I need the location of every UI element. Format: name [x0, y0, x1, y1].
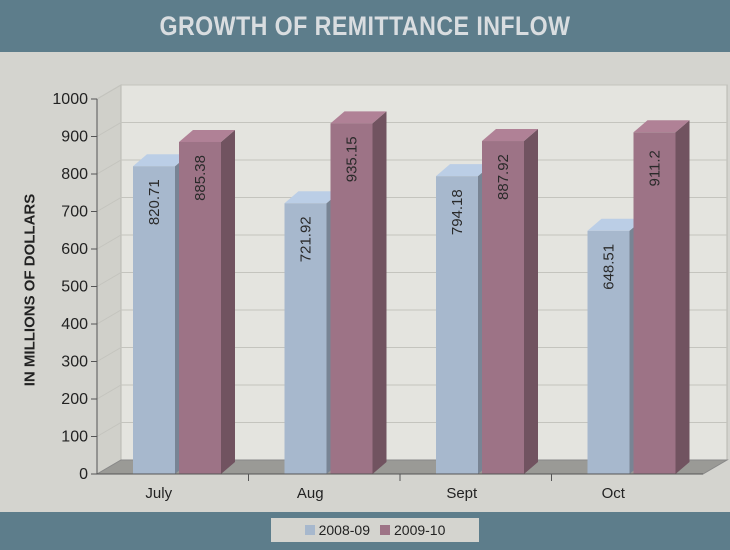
- bar-front: [179, 141, 221, 475]
- bar-top: [436, 164, 492, 177]
- bar-value-label: 648.51: [601, 244, 618, 290]
- bar-front: [330, 123, 373, 474]
- bar-2009-10-Aug: 935.15: [330, 111, 387, 474]
- bar-value-label: 911.2: [647, 150, 664, 186]
- bar-front: [633, 132, 676, 475]
- bar-value-label: 820.71: [146, 179, 163, 225]
- bar-value-label: 887.92: [495, 154, 512, 200]
- legend-item-2009-10: 2009-10: [380, 522, 445, 538]
- bar-top: [133, 154, 189, 167]
- bar-front: [436, 176, 478, 474]
- bar-top: [179, 129, 235, 142]
- bar-top: [587, 218, 644, 231]
- y-tick-label: 700: [61, 204, 88, 221]
- legend-label-2009-10: 2009-10: [394, 522, 446, 538]
- chart-title: GROWTH OF REMITTANCE INFLOW: [159, 10, 571, 41]
- bar-side: [524, 129, 538, 474]
- bar-front: [284, 203, 327, 474]
- bar-side: [675, 120, 690, 475]
- y-tick-label: 500: [61, 279, 88, 296]
- y-axis: 0 100 200 300 400 500 600 700 800 900 1000: [52, 91, 98, 483]
- y-axis-label: IN MILLIONS OF DOLLARS: [21, 193, 39, 387]
- y-tick-label: 0: [79, 466, 88, 483]
- bar-side: [372, 111, 387, 474]
- y-tick-label: 400: [61, 316, 88, 333]
- x-tick-label-Oct: Oct: [602, 485, 626, 502]
- gridline: [96, 84, 727, 100]
- bar-value-label: 721.92: [298, 216, 315, 262]
- x-tick-label-July: July: [145, 485, 172, 502]
- bar-value-label: 885.38: [192, 155, 209, 201]
- legend-item-2008-09: 2008-09: [304, 522, 370, 538]
- bar-2009-10-July: 885.38: [179, 129, 235, 475]
- legend-swatch-2009-10: [380, 525, 390, 535]
- legend-label-2008-09: 2008-09: [318, 522, 370, 538]
- bar-side: [221, 129, 235, 475]
- bar-top: [633, 120, 690, 133]
- y-tick-label: 1000: [52, 91, 88, 108]
- y-tick-label: 300: [61, 354, 88, 371]
- bar-top: [284, 191, 341, 204]
- y-tick-label: 800: [61, 166, 88, 183]
- bar-value-label: 935.15: [344, 136, 361, 182]
- bar-front: [587, 230, 630, 474]
- y-tick-label: 200: [61, 391, 88, 408]
- y-tick-label: 600: [61, 241, 88, 258]
- bar-top: [330, 111, 387, 124]
- bar-front: [482, 141, 524, 474]
- bars: 820.71 885.38 721.92 935.15 794.18 887.92 648.…: [133, 111, 690, 475]
- x-tick-label-Sept: Sept: [446, 485, 478, 502]
- legend: 2008-09 2009-10: [271, 518, 479, 542]
- legend-swatch-2008-09: [304, 525, 315, 535]
- bar-2009-10-Sept: 887.92: [482, 129, 538, 474]
- y-tick-label: 900: [61, 129, 88, 146]
- x-axis: July Aug Sept Oct: [97, 473, 703, 502]
- y-tick-label: 100: [61, 429, 88, 446]
- bar-value-label: 794.18: [449, 189, 466, 235]
- bar-top: [482, 129, 538, 142]
- x-tick-label-Aug: Aug: [297, 485, 324, 502]
- gridline: [96, 122, 727, 137]
- bar-2009-10-Oct: 911.2: [633, 120, 690, 475]
- title-bar: GROWTH OF REMITTANCE INFLOW: [0, 0, 730, 52]
- bar-front: [133, 166, 175, 474]
- bar-2008-09-Sept: 794.18: [436, 164, 492, 474]
